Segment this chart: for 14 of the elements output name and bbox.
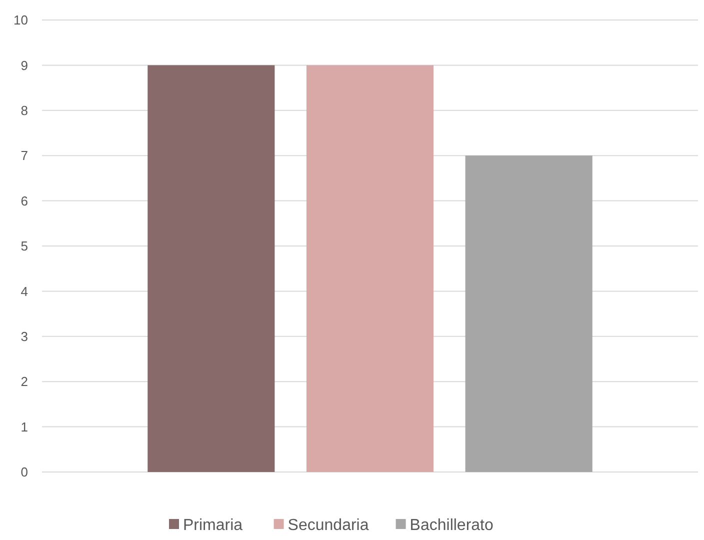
y-tick-label: 5 — [20, 238, 28, 254]
legend-label: Bachillerato — [410, 517, 494, 534]
y-tick-label: 2 — [20, 374, 28, 390]
y-tick-label: 9 — [20, 58, 28, 73]
y-tick-label: 6 — [20, 193, 28, 208]
y-tick-label: 8 — [20, 102, 28, 118]
y-tick-label: 4 — [20, 284, 28, 299]
legend-label: Primaria — [183, 517, 243, 534]
y-tick-label: 7 — [20, 148, 28, 164]
y-tick-label: 1 — [20, 419, 28, 434]
y-tick-label: 0 — [20, 464, 28, 480]
y-tick-label: 10 — [14, 12, 28, 28]
y-tick-label: 3 — [20, 328, 28, 344]
legend-label: Secundaria — [288, 517, 369, 534]
